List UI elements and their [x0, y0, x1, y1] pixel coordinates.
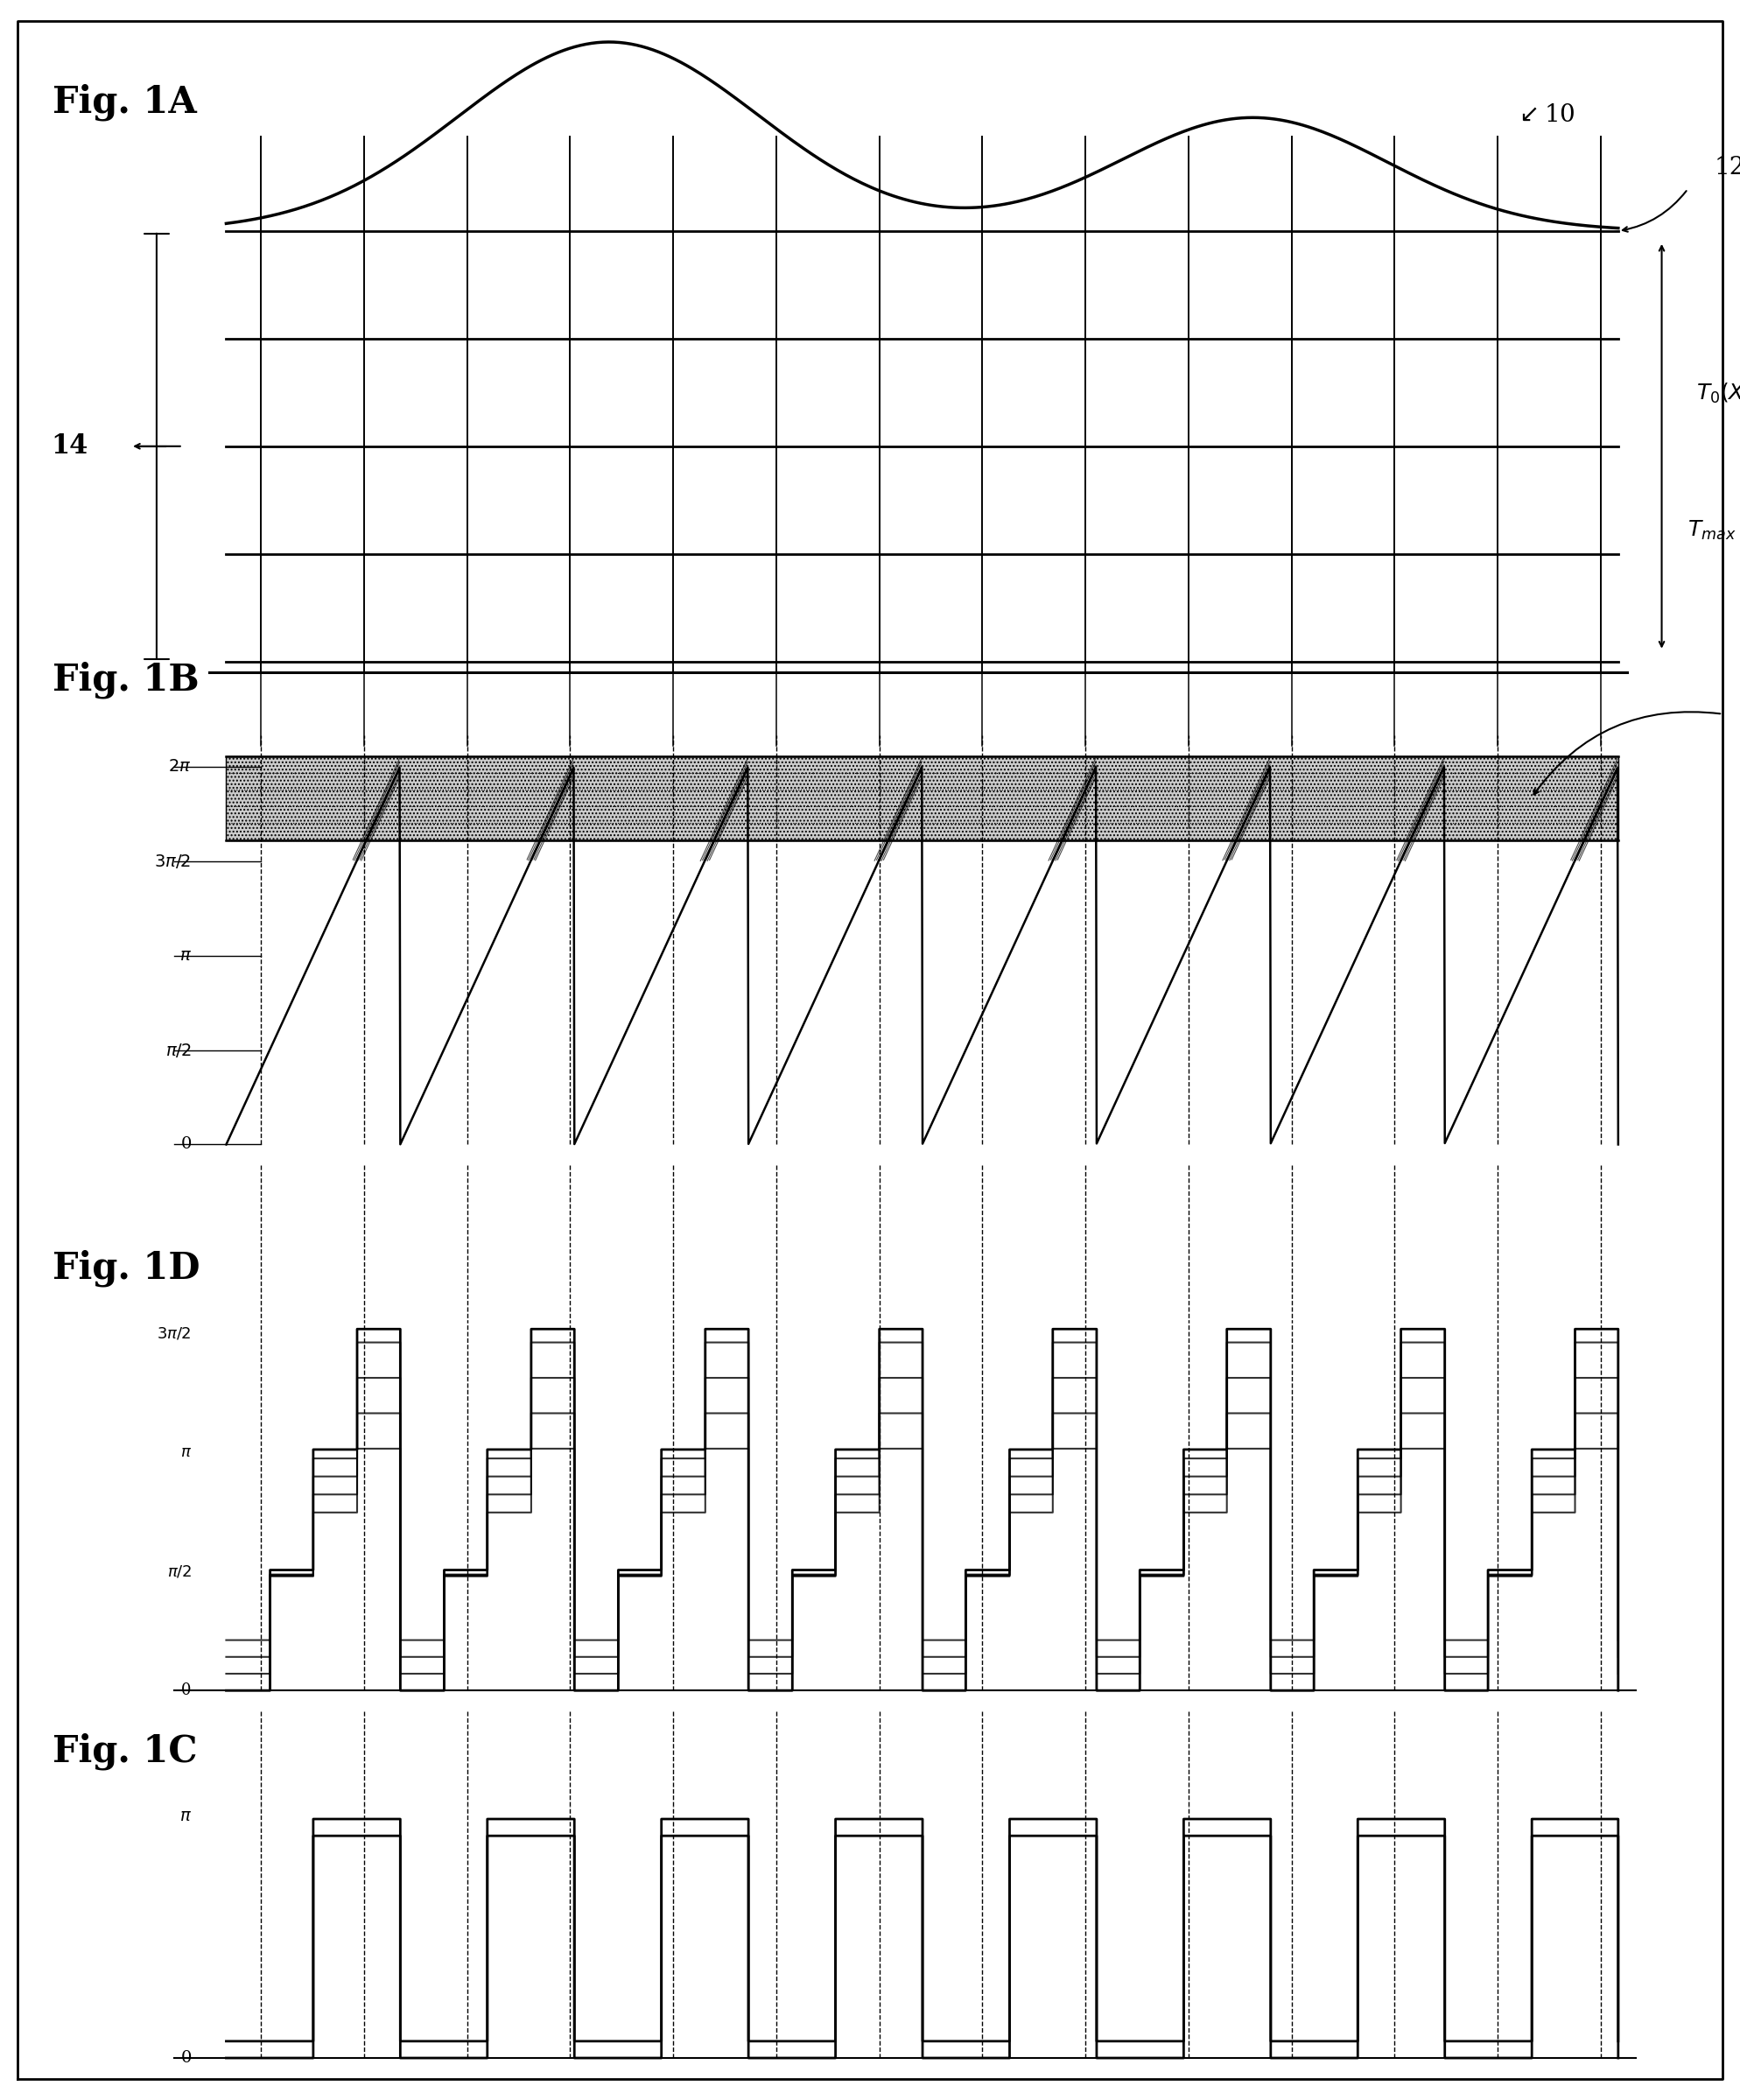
Bar	[226, 756, 1618, 840]
Text: 14: 14	[50, 433, 89, 460]
Text: $\pi$: $\pi$	[179, 947, 191, 964]
Text: $3\pi/2$: $3\pi/2$	[155, 853, 191, 869]
Text: $T_{max}$: $T_{max}$	[1688, 519, 1737, 542]
Text: 0: 0	[181, 1136, 191, 1153]
Text: 0: 0	[181, 2050, 191, 2066]
Text: Fig. 1C: Fig. 1C	[52, 1732, 197, 1770]
Text: $3\pi/2$: $3\pi/2$	[157, 1325, 191, 1342]
Text: $2\pi$: $2\pi$	[169, 758, 191, 775]
Text: Fig. 1D: Fig. 1D	[52, 1250, 200, 1287]
Text: Fig. 1A: Fig. 1A	[52, 84, 197, 122]
Text: Fig. 1B: Fig. 1B	[52, 662, 198, 699]
Text: $\pi/2$: $\pi/2$	[165, 1042, 191, 1058]
Text: $\pi/2$: $\pi/2$	[167, 1564, 191, 1579]
Text: $\swarrow$10: $\swarrow$10	[1514, 103, 1575, 128]
Text: $T_0(X)$: $T_0(X)$	[1696, 382, 1740, 405]
Text: 0: 0	[181, 1682, 191, 1699]
Text: $\pi$: $\pi$	[179, 1445, 191, 1460]
Text: $\pi$: $\pi$	[179, 1808, 191, 1825]
Text: 12: 12	[1714, 155, 1740, 181]
